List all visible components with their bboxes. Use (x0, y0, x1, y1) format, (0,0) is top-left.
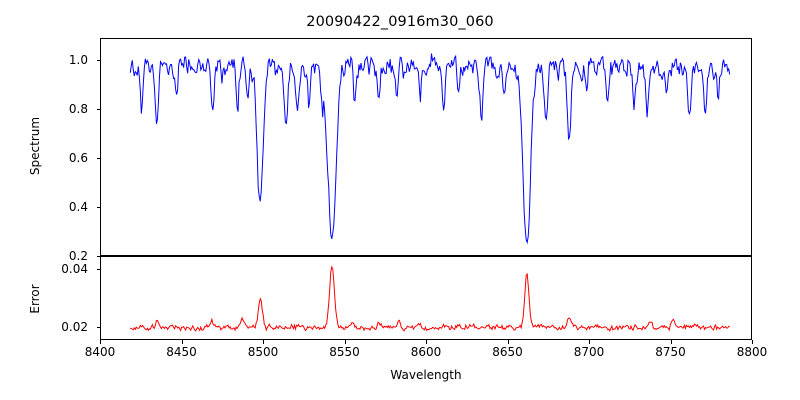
xtick-label: 8750 (655, 345, 686, 359)
spectrum-line (129, 53, 731, 245)
xtick-mark (263, 340, 264, 344)
ytick-label-wrap: 0.6 (28, 151, 94, 172)
ytick-label-wrap: 1.0 (28, 53, 94, 74)
xtick-label: 8450 (166, 345, 197, 359)
ytick-label-wrap: 0.02 (28, 320, 94, 341)
spectrum-panel (100, 38, 752, 256)
error-line (129, 265, 730, 332)
xtick-label: 8550 (329, 345, 360, 359)
xtick-mark (100, 340, 101, 344)
xtick-label: 8700 (573, 345, 605, 359)
spectrum-axis-label: Spectrum (28, 116, 42, 176)
xtick-mark (670, 340, 672, 344)
ytick-label-spectrum: 0.6 (68, 151, 88, 166)
ytick-label-wrap: 0.04 (28, 262, 94, 283)
ytick-label-error: 0.02 (61, 319, 88, 334)
page-title: 20090422_0916m30_060 (306, 14, 494, 30)
xtick-mark (181, 340, 183, 344)
ytick-mark-spectrum (96, 158, 100, 160)
ytick-label-error: 0.04 (61, 262, 88, 277)
xtick-mark (507, 340, 509, 344)
ytick-mark-spectrum (96, 109, 100, 111)
ytick-label-wrap: 0.4 (28, 200, 94, 221)
ytick-label-spectrum: 0.2 (68, 249, 88, 263)
ytick-mark-error (96, 326, 100, 328)
ytick-mark-spectrum (96, 60, 100, 62)
ytick-label-wrap: 0.8 (28, 102, 94, 123)
xtick-label: 8650 (492, 345, 523, 359)
wavelength-axis-label: Wavelength (390, 368, 462, 382)
ytick-mark-spectrum (96, 207, 100, 208)
error-trace-svg (129, 265, 730, 332)
ytick-label-spectrum: 1.0 (68, 53, 88, 68)
xtick-mark (344, 340, 346, 344)
xtick-mark (426, 340, 427, 344)
spectrum-trace-svg (129, 53, 731, 245)
ytick-mark-spectrum (96, 256, 100, 257)
error-panel (100, 256, 752, 340)
ytick-label-wrap: 0.2 (28, 249, 94, 270)
ytick-mark-error (96, 269, 100, 271)
xtick-label: 8600 (410, 345, 442, 359)
error-axis-label: Error (28, 284, 42, 314)
xtick-label: 8800 (736, 345, 768, 359)
ytick-label-spectrum: 0.4 (68, 200, 88, 214)
xtick-label: 8500 (247, 345, 279, 359)
xtick-mark (589, 340, 590, 344)
xtick-label: 8400 (84, 345, 116, 359)
xtick-mark (752, 340, 753, 344)
ytick-label-spectrum: 0.8 (68, 102, 88, 117)
